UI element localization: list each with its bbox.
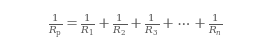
Text: $\frac{1}{R_{\mathrm{p}}} = \frac{1}{R_{\mathrm{1}}} + \frac{1}{R_{\mathrm{2}}} : $\frac{1}{R_{\mathrm{p}}} = \frac{1}{R_{… xyxy=(48,12,222,41)
